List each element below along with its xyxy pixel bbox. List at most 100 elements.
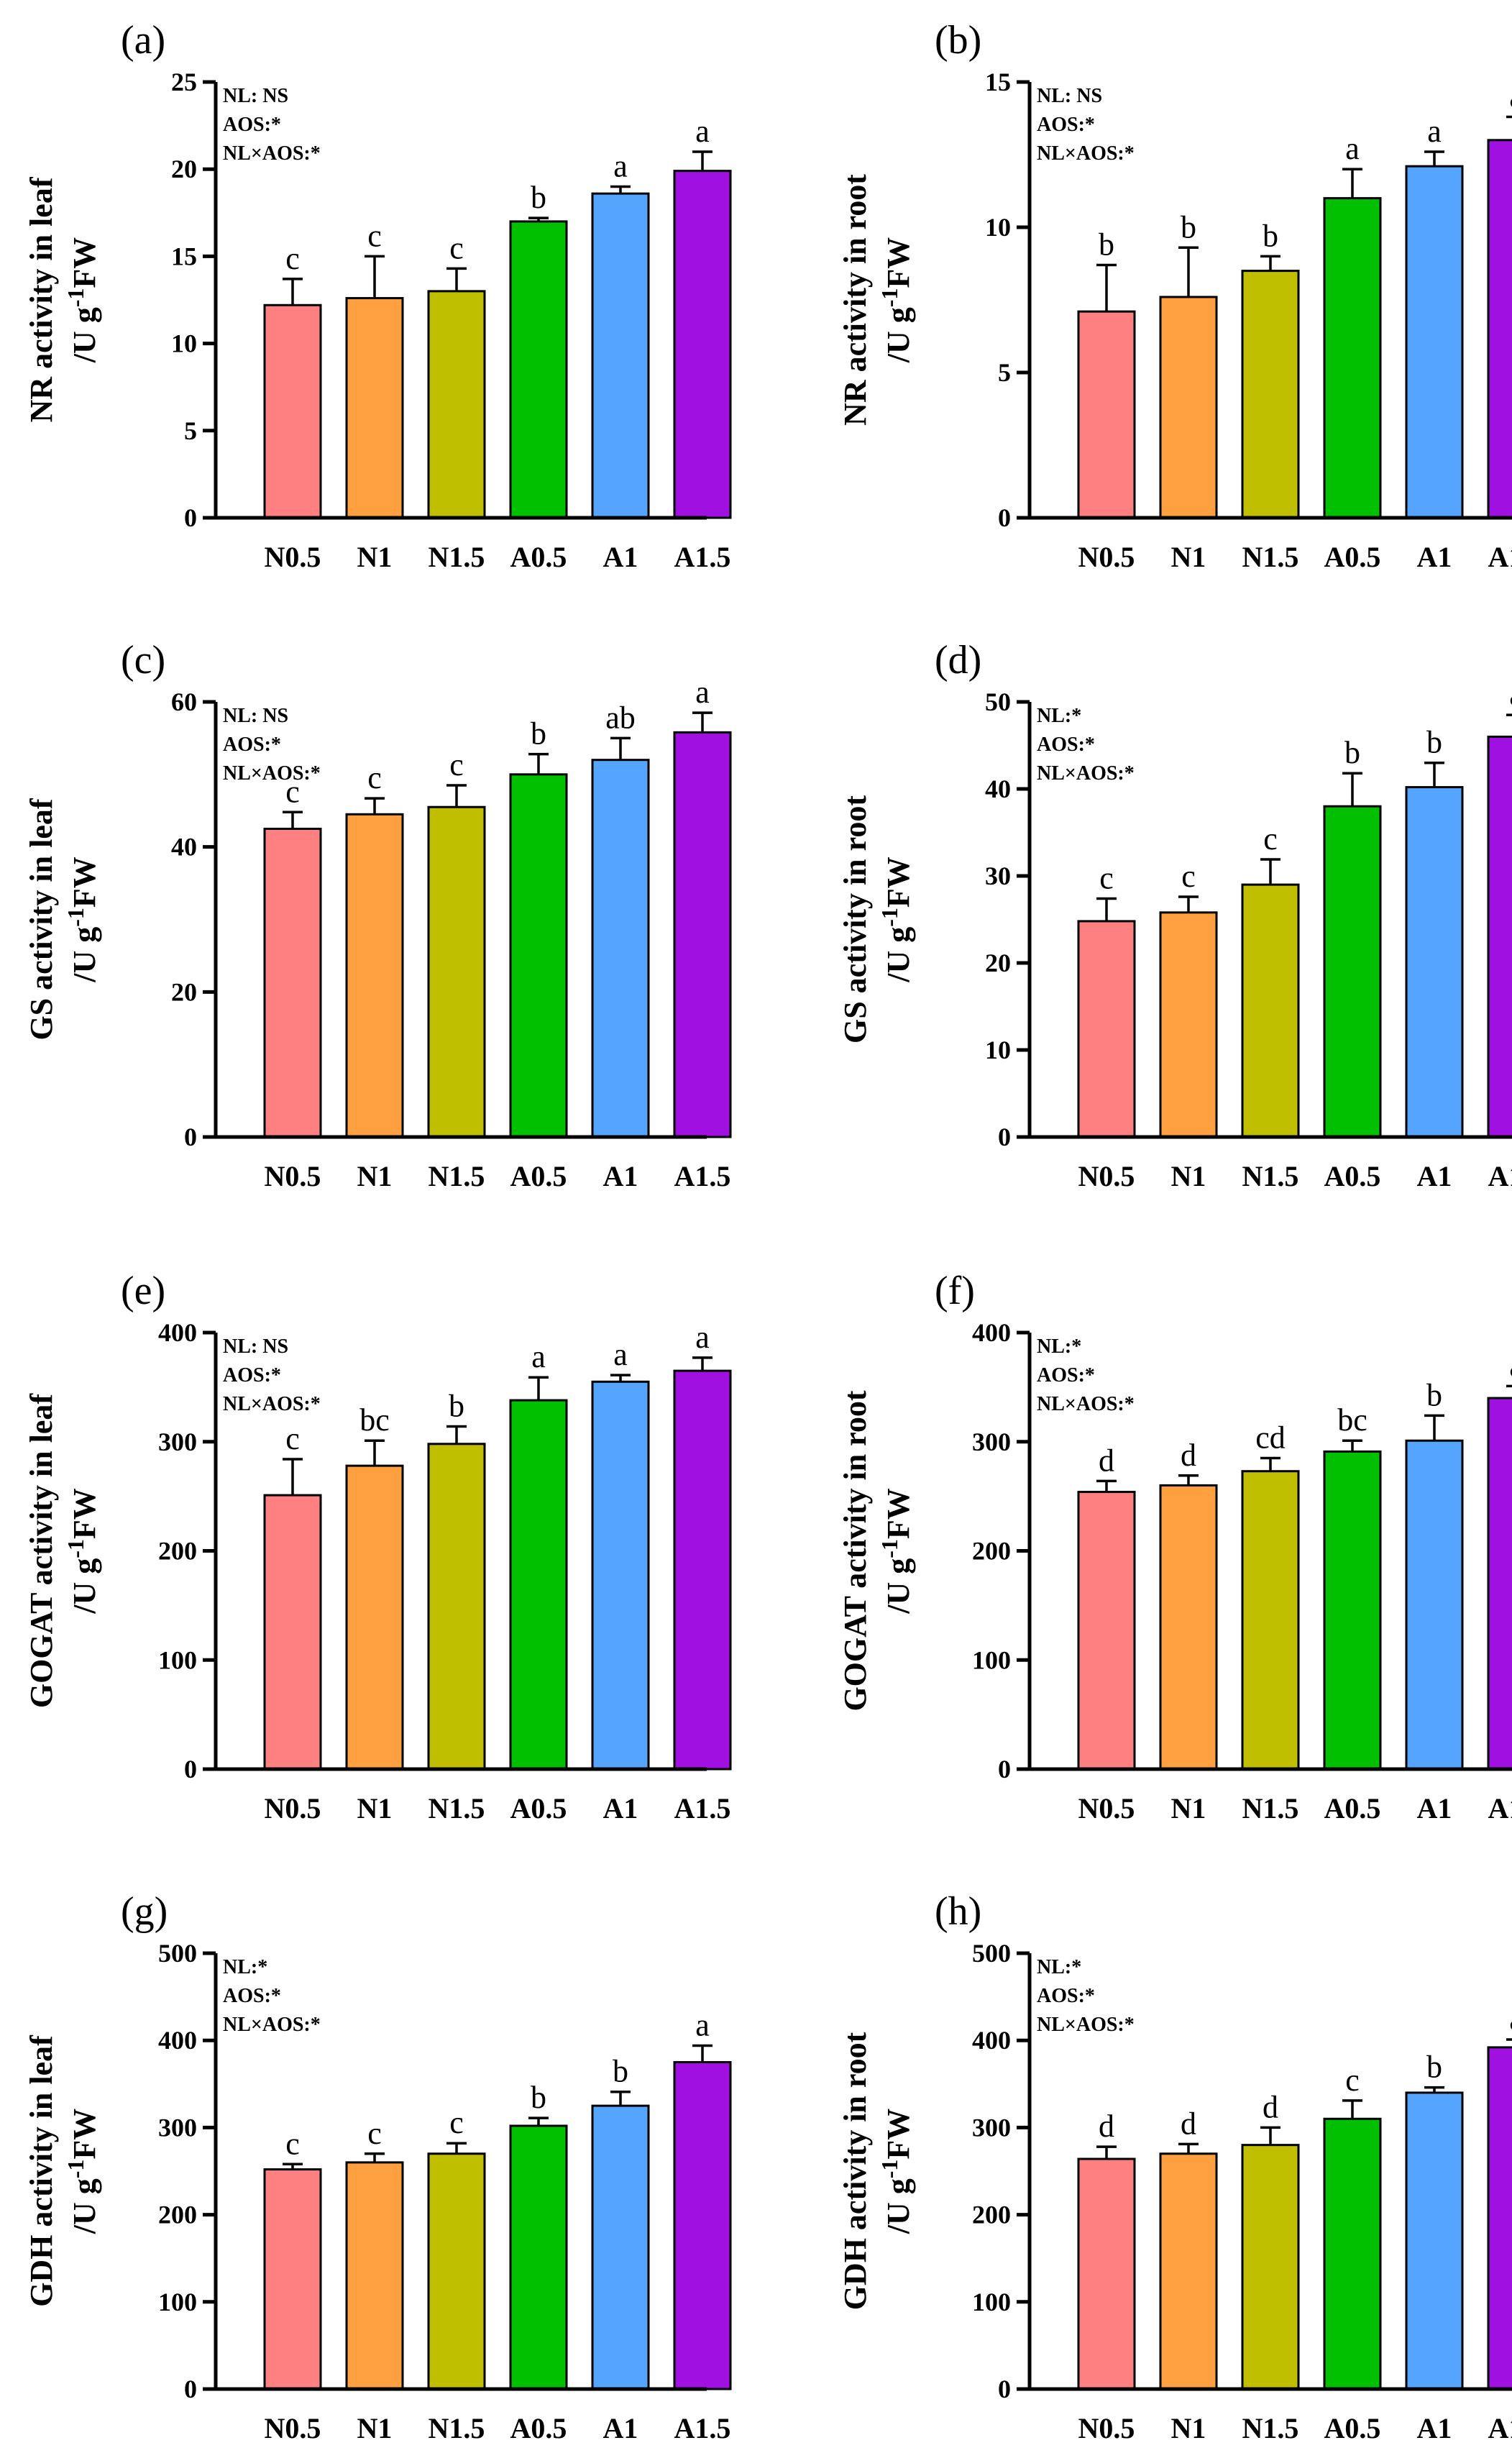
error-bar-g-N1 [365, 2152, 385, 2162]
bar-c-A1.5 [673, 731, 732, 1138]
bar-b-N1 [1159, 296, 1218, 519]
x-tick-label-g-N1: N1 [357, 2412, 393, 2444]
x-tick-label-f-A1: A1 [1417, 1792, 1452, 1824]
y-tick-label-d-0: 0 [998, 1123, 1011, 1151]
error-bar-a-A1.5 [692, 150, 713, 171]
y-axis-title-f: GOGAT activity in root [838, 1390, 873, 1711]
panel-c: (c)GS activity in leaf/U g-1FWcN0.5cN1cN… [24, 638, 732, 1192]
y-tick-label-e-300: 300 [158, 1428, 197, 1456]
sig-letter-f-A1.5: a [1509, 1348, 1512, 1383]
bar-a-N1 [345, 297, 404, 519]
y-tick-label-g-0: 0 [184, 2375, 197, 2403]
error-bar-c-N1 [365, 797, 385, 815]
error-bar-e-N1 [365, 1439, 385, 1466]
sig-letter-g-N1: c [367, 2116, 382, 2151]
error-bar-a-N1.5 [446, 267, 467, 291]
bar-a-N1.5 [427, 290, 486, 519]
y-tick-label-h-500: 500 [972, 1939, 1011, 1968]
sig-letter-e-A0.5: a [531, 1339, 546, 1374]
bar-f-N1.5 [1241, 1470, 1300, 1771]
x-tick-label-d-A0.5: A0.5 [1324, 1160, 1381, 1192]
bar-e-N0.5 [263, 1494, 322, 1771]
error-bar-g-A1 [610, 2090, 631, 2106]
x-tick-label-d-A1.5: A1.5 [1488, 1160, 1512, 1192]
stat-annotation-e-1: AOS:* [223, 1364, 281, 1387]
sig-letter-d-N0.5: c [1099, 860, 1114, 895]
error-bar-b-A1.5 [1506, 115, 1512, 119]
y-tick-label-h-0: 0 [998, 2375, 1011, 2403]
x-tick-label-a-N1: N1 [357, 541, 393, 573]
y-tick-label-g-300: 300 [158, 2113, 197, 2142]
y-tick-label-f-400: 400 [972, 1318, 1011, 1347]
sig-letter-a-N1: c [367, 218, 382, 253]
stat-annotation-b-1: AOS:* [1037, 114, 1095, 136]
sig-letter-a-N0.5: c [285, 241, 300, 276]
x-tick-label-e-N0.5: N0.5 [265, 1792, 321, 1824]
bar-e-A1 [591, 1380, 650, 1771]
sig-letter-b-N1.5: b [1263, 218, 1278, 253]
stat-annotation-d-0: NL:* [1037, 705, 1081, 727]
bar-f-N1 [1159, 1484, 1218, 1771]
y-tick-label-b-5: 5 [998, 358, 1011, 387]
bar-c-N1 [345, 813, 404, 1138]
sig-letter-e-N0.5: c [285, 1421, 300, 1456]
sig-letter-h-N1: d [1181, 2106, 1196, 2141]
error-bar-b-A0.5 [1342, 168, 1362, 198]
x-tick-label-f-N0.5: N0.5 [1078, 1792, 1135, 1824]
sig-letter-e-N1: bc [359, 1402, 390, 1438]
bar-e-A1.5 [673, 1369, 732, 1771]
sig-letter-g-N0.5: c [285, 2126, 300, 2161]
bar-a-A1.5 [673, 170, 732, 519]
y-tick-label-f-300: 300 [972, 1428, 1011, 1456]
y-axis-title-d: GS activity in root [838, 795, 873, 1043]
stat-annotation-f-1: AOS:* [1037, 1364, 1095, 1387]
bar-d-N1.5 [1241, 883, 1300, 1138]
bar-h-A0.5 [1323, 2117, 1382, 2390]
bar-f-N0.5 [1077, 1491, 1136, 1771]
sig-letter-b-N1: b [1181, 209, 1196, 245]
y-axis-unit-b: /U g-1FW [876, 237, 916, 364]
x-tick-label-c-N0.5: N0.5 [265, 1160, 321, 1192]
panel-label-c: (c) [121, 638, 165, 682]
bar-h-N1.5 [1241, 2144, 1300, 2390]
bar-b-N0.5 [1077, 310, 1136, 519]
sig-letter-f-N0.5: d [1099, 1443, 1114, 1478]
sig-letter-e-A1.5: a [695, 1320, 710, 1355]
sig-letter-d-A0.5: b [1344, 735, 1360, 770]
sig-letter-c-A1: ab [605, 700, 636, 735]
sig-letter-d-N1: c [1181, 859, 1196, 894]
sig-letter-b-N0.5: b [1099, 227, 1114, 262]
x-tick-label-h-N1: N1 [1171, 2412, 1206, 2444]
stat-annotation-g-2: NL×AOS:* [223, 2014, 321, 2036]
bar-e-A0.5 [509, 1399, 568, 1771]
error-bar-f-N1.5 [1260, 1456, 1280, 1471]
bar-g-A1 [591, 2104, 650, 2390]
x-tick-label-f-A0.5: A0.5 [1324, 1792, 1381, 1824]
panel-a: (a) NR activity in leaf/U g-1FW c N0.5 c N1 c N… [24, 18, 732, 573]
y-tick-label-h-200: 200 [972, 2201, 1011, 2229]
panel-d: (d) GS activity in root/U g-1FW c N0.5 c N1 c N… [838, 638, 1512, 1192]
bar-h-N1 [1159, 2152, 1218, 2390]
x-tick-label-b-A1.5: A1.5 [1488, 541, 1512, 573]
sig-letter-h-A1: b [1426, 2050, 1442, 2085]
bar-c-A1 [591, 759, 650, 1138]
stat-annotation-h-1: AOS:* [1037, 1985, 1095, 2007]
bar-g-N1.5 [427, 2152, 486, 2390]
sig-letter-e-A1: a [613, 1337, 628, 1372]
x-tick-label-g-A1.5: A1.5 [674, 2412, 731, 2444]
y-tick-label-c-0: 0 [184, 1123, 197, 1151]
y-tick-label-d-40: 40 [985, 775, 1011, 803]
bar-f-A1.5 [1487, 1397, 1512, 1771]
y-tick-label-c-20: 20 [171, 977, 197, 1006]
bar-a-A0.5 [509, 220, 568, 519]
y-axis-unit-f: /U g-1FW [876, 1488, 916, 1615]
bar-d-A1.5 [1487, 735, 1512, 1138]
x-tick-label-h-A0.5: A0.5 [1324, 2412, 1381, 2444]
x-tick-label-d-A1: A1 [1417, 1160, 1452, 1192]
x-tick-label-c-A1: A1 [603, 1160, 638, 1192]
stat-annotation-e-2: NL×AOS:* [223, 1393, 321, 1415]
y-axis-title-b: NR activity in root [838, 174, 873, 426]
y-tick-label-g-200: 200 [158, 2201, 197, 2229]
stat-annotation-g-1: AOS:* [223, 1985, 281, 2007]
